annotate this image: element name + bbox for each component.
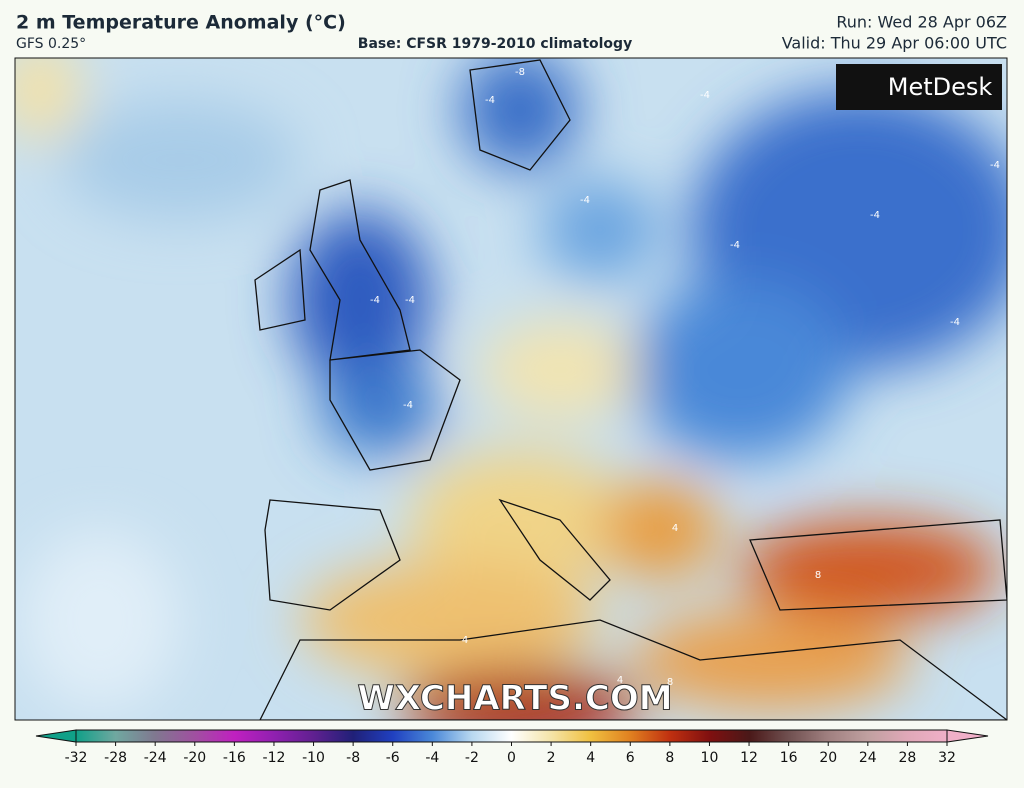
- colorbar-tick-label: 8: [665, 750, 674, 766]
- logo: MetDesk: [888, 73, 993, 101]
- contour-label: -4: [730, 240, 740, 251]
- colorbar-tick-label: 20: [819, 750, 837, 766]
- logo-box: [836, 64, 1002, 110]
- colorbar-tick-label: 16: [780, 750, 798, 766]
- contour-label: 4: [462, 635, 468, 646]
- colorbar-tick-label: -4: [425, 750, 439, 766]
- colorbar-tick-label: -8: [346, 750, 360, 766]
- contour-label: -4: [370, 295, 380, 306]
- colorbar-tick-label: -12: [263, 750, 286, 766]
- colorbar-tick-label: 2: [547, 750, 556, 766]
- colorbar-body: [76, 730, 947, 742]
- colorbar-tick-label: 6: [626, 750, 635, 766]
- contour-label: -4: [870, 210, 880, 221]
- colorbar-tick-label: -20: [183, 750, 206, 766]
- colorbar-tick-label: -32: [65, 750, 88, 766]
- contour-labels: -8 -4 -4 -4 -4 -4 -4 -4 -4 -4 -4 4 4 4 8 8: [370, 67, 1000, 688]
- colorbar-tick-label: 10: [701, 750, 719, 766]
- contour-label: 4: [672, 523, 678, 534]
- colorbar-tick-label: 28: [898, 750, 916, 766]
- colorbar-tick-label: -24: [144, 750, 167, 766]
- colorbar: -32 -28 -24 -20 -16 -12 -10 -8 -6 -4 -2 0 2 4 6 8 10 12 16…: [35, 729, 989, 766]
- base: Base: CFSR 1979-2010 climatology: [358, 36, 632, 52]
- colorbar-tick-label: -2: [465, 750, 479, 766]
- colorbar-tick-label: 0: [507, 750, 516, 766]
- colorbar-tick-label: -6: [386, 750, 400, 766]
- colorbar-tick-label: 4: [586, 750, 595, 766]
- colorbar-tick-label: 24: [859, 750, 877, 766]
- map: MetDesk WXCHARTS.COM -8-4-4-4-4-4-4-4-4-…: [15, 58, 1007, 720]
- map-frame: [14, 57, 1008, 721]
- contour-label: 8: [667, 677, 673, 688]
- title: 2 m Temperature Anomaly (°C): [16, 12, 346, 34]
- contour-label: -4: [990, 160, 1000, 171]
- colorbar-tick-label: 12: [740, 750, 758, 766]
- contour-label: 4: [617, 675, 623, 686]
- colorbar-arrow-right: [946, 729, 989, 743]
- contour-label: -4: [485, 95, 495, 106]
- contour-label: -4: [950, 317, 960, 328]
- valid: Valid: Thu 29 Apr 06:00 UTC: [782, 34, 1007, 53]
- contour-label: -4: [403, 400, 413, 411]
- contour-label: -4: [405, 295, 415, 306]
- contour-label: -4: [700, 90, 710, 101]
- colorbar-tick-label: 32: [938, 750, 956, 766]
- colorbar-arrow-left: [35, 729, 77, 743]
- contour-label: -8: [515, 67, 525, 78]
- colorbar-tick-label: -28: [104, 750, 127, 766]
- contour-label: -4: [580, 195, 590, 206]
- colorbar-tick-label: -10: [302, 750, 325, 766]
- model: GFS 0.25°: [16, 36, 86, 52]
- contour-label: 8: [815, 570, 821, 581]
- colorbar-tick-label: -16: [223, 750, 246, 766]
- watermark: WXCHARTS.COM: [357, 679, 672, 719]
- run: Run: Wed 28 Apr 06Z: [836, 13, 1007, 32]
- coastlines: [254, 59, 1007, 720]
